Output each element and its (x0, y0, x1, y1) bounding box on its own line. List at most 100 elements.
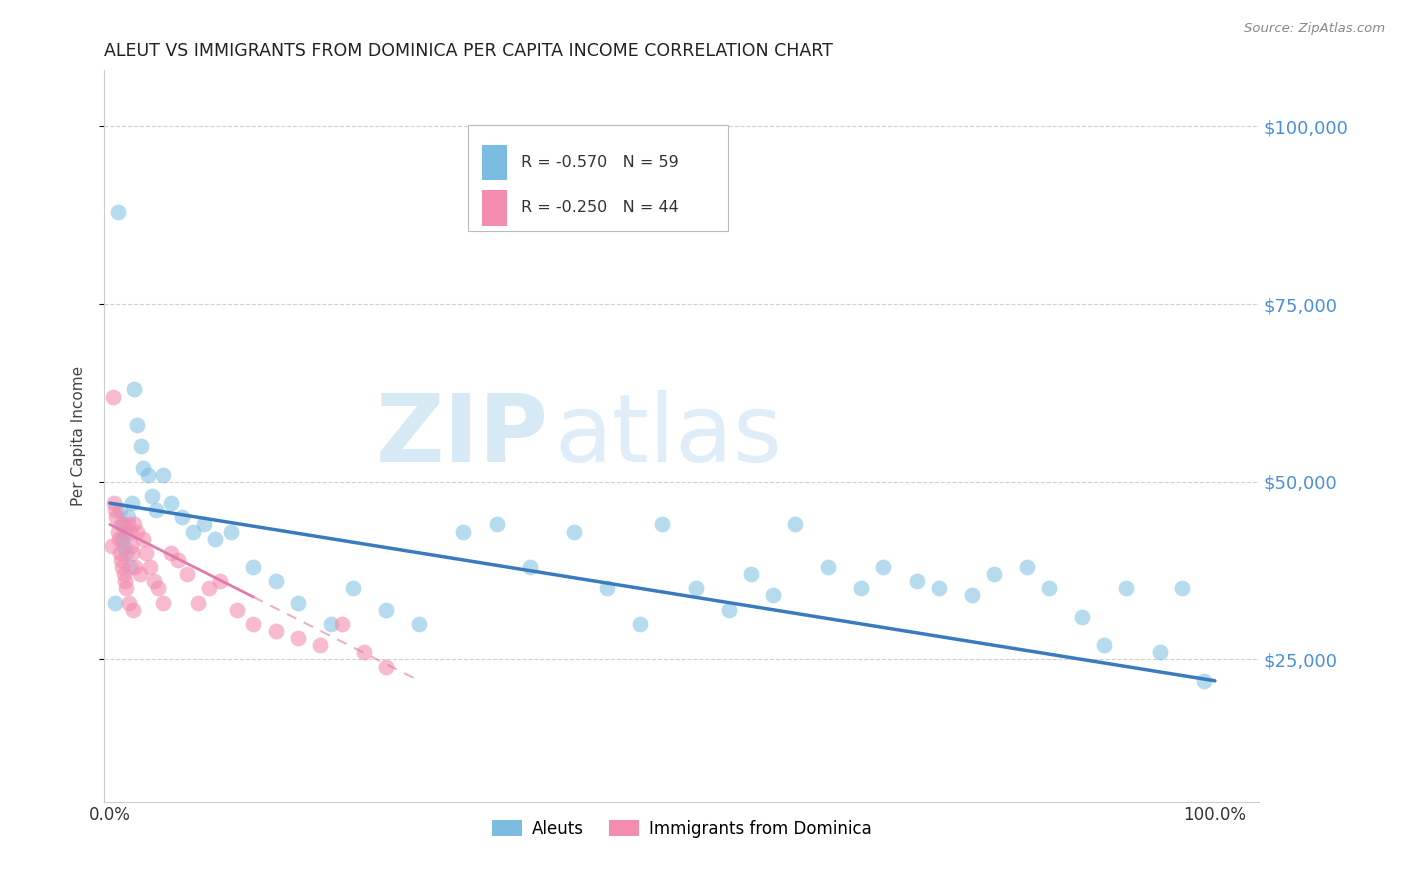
Point (120, 539, 142, 553)
Point (342, 582, 364, 596)
Legend: Aleuts, Immigrants from Dominica: Aleuts, Immigrants from Dominica (485, 814, 879, 845)
Point (308, 638, 330, 652)
Point (1092, 638, 1115, 652)
Point (287, 631, 309, 645)
Point (872, 560, 894, 574)
Point (1038, 582, 1060, 596)
Point (110, 517, 132, 532)
Point (1149, 645, 1171, 659)
Point (122, 383, 145, 397)
Point (928, 582, 950, 596)
Point (108, 546, 131, 560)
Point (287, 596, 309, 610)
Text: R = -0.250   N = 44: R = -0.250 N = 44 (522, 201, 679, 216)
Point (112, 567, 135, 582)
Point (135, 546, 157, 560)
Point (960, 589, 983, 603)
Point (1071, 609, 1094, 624)
Text: atlas: atlas (554, 390, 783, 482)
Point (319, 616, 342, 631)
Point (114, 574, 136, 589)
Point (176, 567, 198, 582)
Point (204, 532, 226, 546)
Point (103, 496, 125, 510)
FancyBboxPatch shape (482, 145, 508, 180)
Point (817, 560, 839, 574)
Point (408, 616, 430, 631)
Point (124, 560, 146, 574)
Point (375, 603, 398, 617)
Point (104, 503, 127, 517)
Point (117, 510, 139, 524)
Point (485, 517, 508, 532)
Point (138, 560, 160, 574)
Point (596, 582, 619, 596)
Point (264, 574, 287, 589)
Point (453, 524, 475, 539)
Point (138, 467, 160, 482)
Point (905, 574, 928, 589)
Point (159, 496, 181, 510)
Point (145, 503, 167, 517)
Point (740, 567, 762, 582)
Point (141, 489, 163, 503)
Point (152, 596, 174, 610)
Point (111, 560, 134, 574)
Point (221, 524, 243, 539)
Point (148, 582, 170, 596)
Point (111, 532, 134, 546)
Point (170, 510, 193, 524)
Point (108, 503, 131, 517)
Point (129, 439, 152, 453)
Point (107, 532, 129, 546)
Point (562, 524, 585, 539)
Point (118, 560, 141, 574)
Point (101, 539, 124, 553)
Point (264, 624, 287, 638)
Point (193, 517, 215, 532)
Point (112, 517, 135, 532)
Point (685, 582, 707, 596)
Text: R = -0.570   N = 59: R = -0.570 N = 59 (522, 155, 679, 170)
Point (628, 616, 651, 631)
Point (117, 517, 139, 532)
Point (105, 510, 128, 524)
Text: Source: ZipAtlas.com: Source: ZipAtlas.com (1244, 22, 1385, 36)
Point (127, 417, 149, 432)
Point (152, 467, 174, 482)
Point (110, 553, 132, 567)
Point (118, 524, 141, 539)
Point (242, 616, 264, 631)
Point (1015, 560, 1038, 574)
Point (519, 560, 541, 574)
Point (353, 645, 375, 659)
Point (225, 603, 247, 617)
Point (983, 567, 1005, 582)
Point (181, 524, 204, 539)
Point (112, 539, 135, 553)
Point (122, 517, 145, 532)
Point (330, 616, 353, 631)
Point (132, 532, 155, 546)
Point (121, 496, 143, 510)
Point (127, 524, 149, 539)
Point (128, 567, 150, 582)
Point (1115, 582, 1137, 596)
Point (851, 582, 873, 596)
Point (132, 460, 155, 475)
Point (121, 546, 143, 560)
Point (159, 546, 181, 560)
Point (209, 574, 232, 589)
Point (717, 603, 740, 617)
Text: ALEUT VS IMMIGRANTS FROM DOMINICA PER CAPITA INCOME CORRELATION CHART: ALEUT VS IMMIGRANTS FROM DOMINICA PER CA… (104, 42, 834, 60)
Point (143, 574, 166, 589)
Point (101, 390, 124, 404)
Point (104, 596, 127, 610)
Point (198, 582, 221, 596)
Point (114, 524, 136, 539)
Point (651, 517, 673, 532)
FancyBboxPatch shape (482, 190, 508, 226)
Point (115, 582, 138, 596)
Point (115, 546, 138, 560)
Point (187, 596, 209, 610)
